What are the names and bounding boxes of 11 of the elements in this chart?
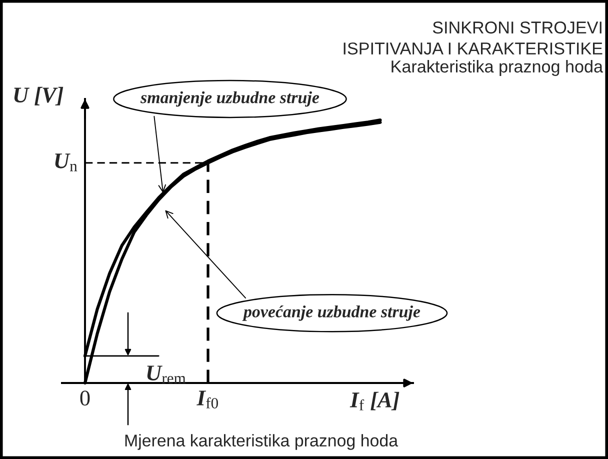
x-tick-label: I$_{f0}$ [196, 390, 218, 408]
text: Mjerena karakteristika praznog hoda [125, 434, 398, 450]
y-axis-title: U [V] [14, 86, 64, 106]
text: SINKRONI STROJEVI [432, 21, 602, 34]
text: ISPITIVANJA I KARAKTERISTIKE Karakteristika praznog hoda [344, 42, 604, 76]
x-tick-label: 0 [80, 390, 90, 406]
text: smanjenje uzbudne struje [140, 91, 320, 107]
annotation: U$_{rem}$ [147, 366, 186, 384]
ref-line-label: U$_{n}$ [55, 154, 78, 172]
annotation: povećanje uzbudne struje [242, 305, 420, 321]
x-axis-title: I$_{f}$ [A] [350, 392, 400, 410]
